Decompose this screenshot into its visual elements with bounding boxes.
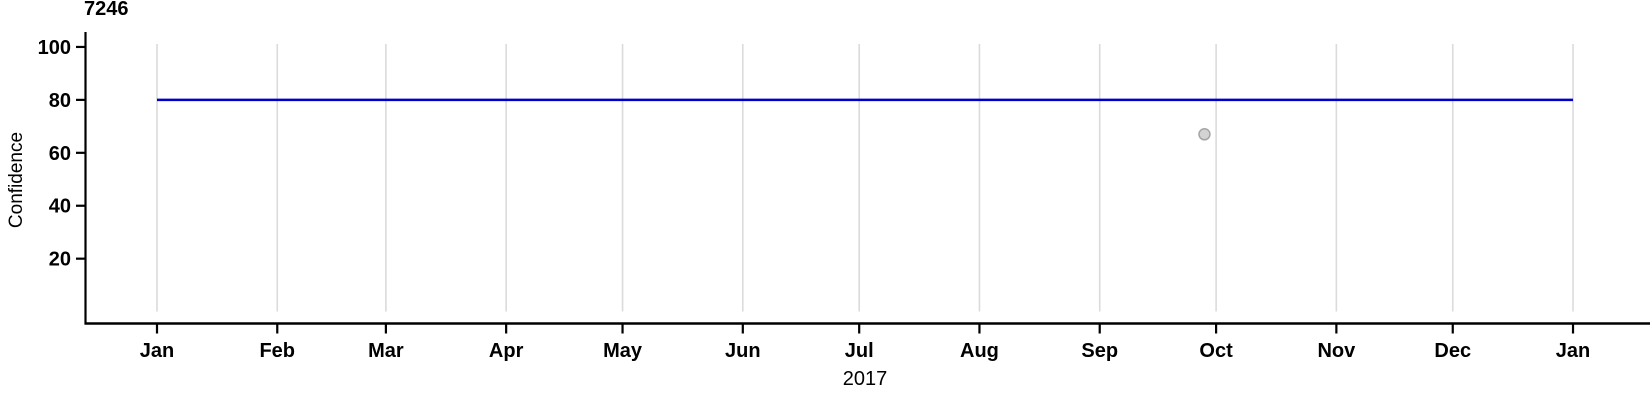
y-tick-label: 40: [49, 196, 71, 218]
observation-point: [1198, 128, 1211, 141]
chart-title: 7246: [84, 0, 129, 20]
x-tick-label: May: [603, 340, 643, 362]
x-tick-label: Aug: [960, 340, 999, 362]
x-tick-label: Jan: [140, 340, 174, 362]
x-tick-label: Mar: [368, 340, 404, 362]
y-tick-label: 60: [49, 143, 71, 165]
y-tick-label: 20: [49, 249, 71, 271]
y-tick-label: 80: [49, 90, 71, 112]
x-axis-label: 2017: [842, 368, 888, 390]
x-tick-label: Jan: [1556, 340, 1590, 362]
x-tick-label: Feb: [259, 340, 295, 362]
x-tick-label: Sep: [1081, 340, 1118, 362]
x-tick-label: Dec: [1434, 340, 1471, 362]
y-tick-label: 100: [38, 37, 71, 59]
x-tick-label: Oct: [1199, 340, 1233, 362]
x-tick-label: Jul: [845, 340, 874, 362]
y-axis-label: Confidence: [6, 131, 27, 229]
x-tick-label: Apr: [489, 340, 524, 362]
x-tick-label: Jun: [725, 340, 761, 362]
x-tick-label: Nov: [1317, 340, 1356, 362]
